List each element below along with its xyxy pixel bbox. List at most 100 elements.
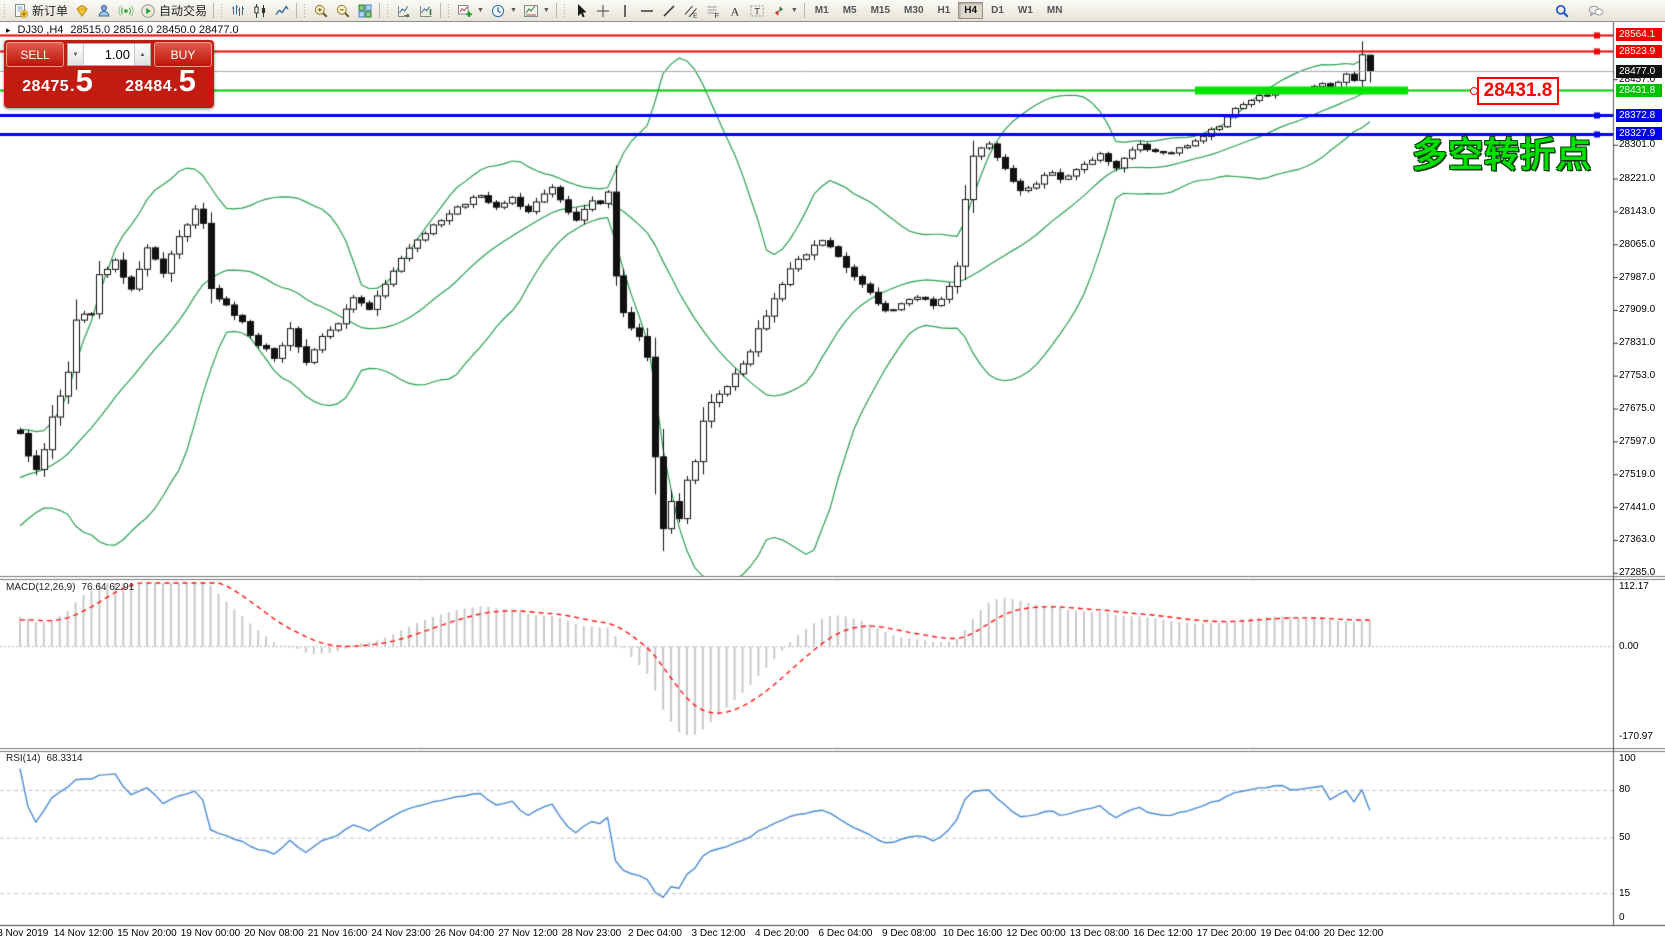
bar-chart-button[interactable] xyxy=(227,1,249,20)
price-callout-label[interactable]: 28431.8 xyxy=(1477,77,1559,105)
price-tick: 27519.0 xyxy=(1619,468,1656,480)
zoom-out-button[interactable] xyxy=(332,1,354,20)
chart-symbol-period: DJ30 ,H4 xyxy=(17,24,64,36)
toolbar-grip xyxy=(303,3,308,18)
auto-scroll-button[interactable] xyxy=(393,1,415,20)
timeframe-button-d1[interactable]: D1 xyxy=(991,5,1004,16)
periods-button[interactable]: ▼ xyxy=(487,1,520,20)
time-label: 14 Nov 12:00 xyxy=(53,928,114,939)
svg-text:T: T xyxy=(754,6,760,16)
timeframe-button-m15[interactable]: M15 xyxy=(870,5,891,16)
time-label: 20 Nov 08:00 xyxy=(244,928,304,939)
tile-windows-button[interactable] xyxy=(354,1,376,20)
price-badge: 28431.8 xyxy=(1616,83,1662,97)
price-tick: 28221.0 xyxy=(1619,173,1656,185)
time-label: 2 Dec 04:00 xyxy=(628,928,682,939)
svg-text:A: A xyxy=(730,4,739,18)
autotrading-button[interactable]: 自动交易 xyxy=(137,1,210,20)
candle-chart-button[interactable] xyxy=(249,1,271,20)
dropdown-caret-icon[interactable]: ▼ xyxy=(477,7,484,14)
rsi-axis-label: 50 xyxy=(1619,832,1631,844)
timeframe-button-h1[interactable]: H1 xyxy=(937,5,951,16)
rsi-axis-label: 80 xyxy=(1619,784,1631,796)
channel-button[interactable]: E xyxy=(680,1,702,20)
chat-button[interactable] xyxy=(1585,1,1607,20)
zoom-out-icon xyxy=(335,3,351,19)
volume-spinner: ▼ 1.00 ▲ xyxy=(67,43,151,66)
time-label: 4 Dec 20:00 xyxy=(755,928,809,939)
toolbar-separator xyxy=(213,3,215,18)
signals-button[interactable] xyxy=(115,1,137,20)
autotrading-button-label: 自动交易 xyxy=(159,4,208,18)
price-badge: 28523.9 xyxy=(1616,44,1662,58)
templates-button[interactable]: ▼ xyxy=(520,1,553,20)
price-tick: 27441.0 xyxy=(1619,501,1656,513)
timeframe-button-w1[interactable]: W1 xyxy=(1017,5,1033,16)
signals-icon xyxy=(118,3,134,19)
sell-price-fraction: 5 xyxy=(75,63,93,98)
crosshair-button[interactable] xyxy=(592,1,614,20)
price-tick: 27831.0 xyxy=(1619,337,1656,349)
sell-price[interactable]: 28475. 5 xyxy=(6,63,109,103)
timeframe-button-h4[interactable]: H4 xyxy=(958,2,984,19)
price-tick: 27987.0 xyxy=(1619,271,1656,283)
vertical-line-button[interactable] xyxy=(614,1,636,20)
autotrade-icon xyxy=(140,3,156,19)
toolbar-separator xyxy=(296,3,298,18)
timeframe-button-m30[interactable]: M30 xyxy=(904,5,924,16)
zoom-in-icon xyxy=(313,3,329,19)
crosshair-icon xyxy=(595,3,611,19)
buy-price[interactable]: 28484. 5 xyxy=(109,65,212,103)
toolbar-grip xyxy=(386,3,391,18)
channel-icon: E xyxy=(683,3,699,19)
new-order-button-label: 新订单 xyxy=(32,4,69,18)
auto-scroll-icon xyxy=(396,3,412,19)
trendline-button[interactable] xyxy=(658,1,680,20)
trendline-icon xyxy=(661,3,677,19)
volume-input[interactable]: 1.00 xyxy=(104,47,130,62)
label-button[interactable]: T xyxy=(746,1,768,20)
search-button[interactable] xyxy=(1551,1,1573,20)
community-button[interactable] xyxy=(93,1,115,20)
chart-shift-button[interactable] xyxy=(415,1,437,20)
add-indicator-button[interactable]: ▼ xyxy=(454,1,487,20)
timeframe-button-m1[interactable]: M1 xyxy=(814,5,829,16)
time-label: 6 Dec 04:00 xyxy=(818,928,873,939)
volume-increase-button[interactable]: ▲ xyxy=(134,44,150,65)
timeframe-button-m5[interactable]: M5 xyxy=(842,5,857,16)
time-label: 24 Nov 23:00 xyxy=(371,928,431,939)
cursor-button[interactable] xyxy=(570,1,592,20)
line-chart-button[interactable] xyxy=(271,1,293,20)
toolbar-grip xyxy=(562,3,567,18)
time-label: 21 Nov 16:00 xyxy=(307,928,368,939)
volume-decrease-button[interactable]: ▼ xyxy=(68,44,84,65)
fibonacci-button[interactable]: F xyxy=(702,1,724,20)
toolbar-grip xyxy=(3,3,7,18)
arrows-icon xyxy=(771,3,787,19)
rsi-indicator-label: RSI(14) 68.3314 xyxy=(6,753,83,764)
dropdown-caret-icon[interactable]: ▼ xyxy=(542,7,550,14)
new-order-button[interactable]: 新订单 xyxy=(10,1,71,20)
chart-annotation-text[interactable]: 多空转折点 xyxy=(1412,136,1593,175)
dropdown-caret-icon[interactable]: ▼ xyxy=(790,7,798,14)
sell-button[interactable]: SELL xyxy=(6,42,64,67)
timeframe-button-mn[interactable]: MN xyxy=(1046,5,1063,16)
rsi-name: RSI(14) xyxy=(6,753,41,764)
zoom-in-button[interactable] xyxy=(310,1,332,20)
toolbar: 新订单 自动交易 ▼ ▼ ▼ E F A T ▼ M1 M5 M15 M30 H1 H4 D1 W1 MN xyxy=(0,0,1665,22)
rsi-axis-label: 100 xyxy=(1619,752,1636,764)
horizontal-line-button[interactable] xyxy=(636,1,658,20)
time-label: 16 Dec 12:00 xyxy=(1133,928,1193,939)
hline-icon xyxy=(639,3,655,19)
funds-button[interactable] xyxy=(71,1,93,20)
fibonacci-icon: F xyxy=(705,3,721,19)
text-button[interactable]: A xyxy=(724,1,746,20)
add-indicator-icon xyxy=(457,3,473,19)
arrows-button[interactable]: ▼ xyxy=(768,1,801,20)
buy-button[interactable]: BUY xyxy=(154,42,212,67)
time-label: 20 Dec 12:00 xyxy=(1323,928,1384,939)
dropdown-caret-icon[interactable]: ▼ xyxy=(509,7,517,14)
line-chart-icon xyxy=(274,3,290,19)
